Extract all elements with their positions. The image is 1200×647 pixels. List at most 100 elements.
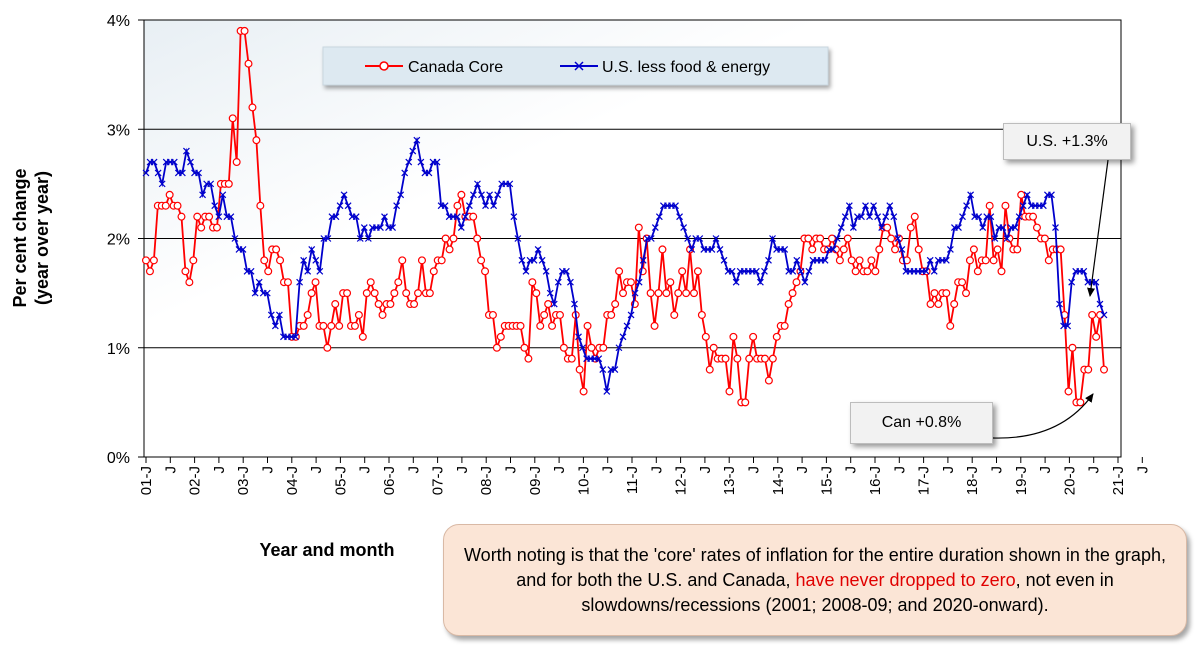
data-point <box>705 365 714 374</box>
data-point <box>386 300 395 309</box>
data-point <box>712 235 720 242</box>
data-point <box>1001 201 1010 210</box>
data-point <box>154 169 162 177</box>
gridlines <box>144 128 1121 349</box>
x-tick-label: J <box>1086 466 1103 474</box>
data-point <box>991 235 999 242</box>
data-point <box>398 256 407 265</box>
y-axis-title-line2: (year over year) <box>32 171 52 305</box>
data-point <box>764 376 773 385</box>
data-point <box>474 180 481 188</box>
data-point <box>224 179 233 188</box>
data-point <box>496 332 505 341</box>
x-tick-label: J <box>1037 466 1054 474</box>
data-point <box>336 202 344 210</box>
data-point <box>619 289 628 298</box>
data-point <box>607 310 616 319</box>
data-point <box>672 202 679 210</box>
x-tick-label: 04-J <box>284 466 301 495</box>
data-point <box>965 256 974 265</box>
data-point <box>429 267 438 276</box>
data-point <box>760 354 769 363</box>
data-point <box>1100 311 1108 319</box>
data-point <box>697 310 706 319</box>
data-point <box>689 289 698 298</box>
data-point <box>688 246 696 253</box>
data-point <box>520 343 529 352</box>
data-point <box>804 234 813 243</box>
data-point <box>481 267 490 276</box>
data-point <box>244 59 253 68</box>
data-point <box>469 212 478 221</box>
data-point <box>538 256 546 264</box>
data-point <box>891 245 900 254</box>
data-point <box>784 300 793 309</box>
data-point <box>833 235 841 242</box>
data-point <box>666 278 675 287</box>
data-point <box>185 278 194 287</box>
data-point <box>441 202 449 210</box>
data-point <box>969 245 978 254</box>
x-tick-label: J <box>989 466 1006 474</box>
data-point <box>801 278 809 286</box>
data-point <box>165 190 174 199</box>
data-point <box>401 169 409 177</box>
data-point <box>331 300 340 309</box>
data-point <box>393 202 401 210</box>
x-tick-label: 15-J <box>818 466 835 495</box>
data-point <box>170 158 178 166</box>
data-point <box>256 201 265 210</box>
y-tick-label: 1% <box>107 341 130 358</box>
data-point <box>227 213 235 221</box>
data-point <box>847 256 856 265</box>
y-axis-title-line1: Per cent change <box>10 168 30 307</box>
x-tick-label: 13-J <box>721 466 738 495</box>
data-point <box>1064 387 1073 396</box>
data-point <box>457 224 465 231</box>
x-tick-label: J <box>891 466 908 474</box>
x-tick-label: J <box>211 466 228 474</box>
x-tick-label: J <box>308 466 325 474</box>
data-point <box>530 256 538 264</box>
data-point <box>292 333 299 341</box>
data-point <box>716 246 724 253</box>
data-point <box>910 212 919 221</box>
data-point <box>195 169 202 177</box>
data-point <box>1068 343 1077 352</box>
x-tick-label: J <box>843 466 860 474</box>
data-point <box>550 300 558 308</box>
data-point <box>354 310 363 319</box>
data-point <box>492 343 501 352</box>
data-point <box>855 256 864 265</box>
series-us-core <box>142 136 1108 395</box>
data-point <box>193 212 202 221</box>
data-point <box>211 202 219 210</box>
data-point <box>344 202 352 210</box>
data-point <box>985 201 994 210</box>
data-point <box>239 246 247 253</box>
x-tick-label: J <box>600 466 617 474</box>
data-point <box>816 234 825 243</box>
data-point <box>187 158 194 166</box>
data-point <box>979 224 987 231</box>
data-point <box>457 190 466 199</box>
data-point <box>350 321 359 330</box>
data-point <box>942 256 950 264</box>
data-point <box>875 245 884 254</box>
data-point <box>494 191 502 199</box>
data-point <box>271 322 279 330</box>
data-point <box>425 169 433 177</box>
x-axis-title: Year and month <box>259 540 394 560</box>
data-point <box>414 289 423 298</box>
annotation-can-text: Can +0.8% <box>881 414 962 431</box>
x-axis: 01-J J 02-J J 03-J J 04-J J 05-J J 06-J J 07-J J 08-J J… <box>138 457 1151 495</box>
data-point <box>670 310 679 319</box>
data-point <box>356 235 364 242</box>
data-point <box>417 158 425 166</box>
data-point <box>870 202 878 210</box>
data-point <box>260 256 269 265</box>
data-point <box>898 246 906 253</box>
data-point <box>142 256 151 265</box>
data-point <box>772 332 781 341</box>
data-point <box>926 256 934 264</box>
